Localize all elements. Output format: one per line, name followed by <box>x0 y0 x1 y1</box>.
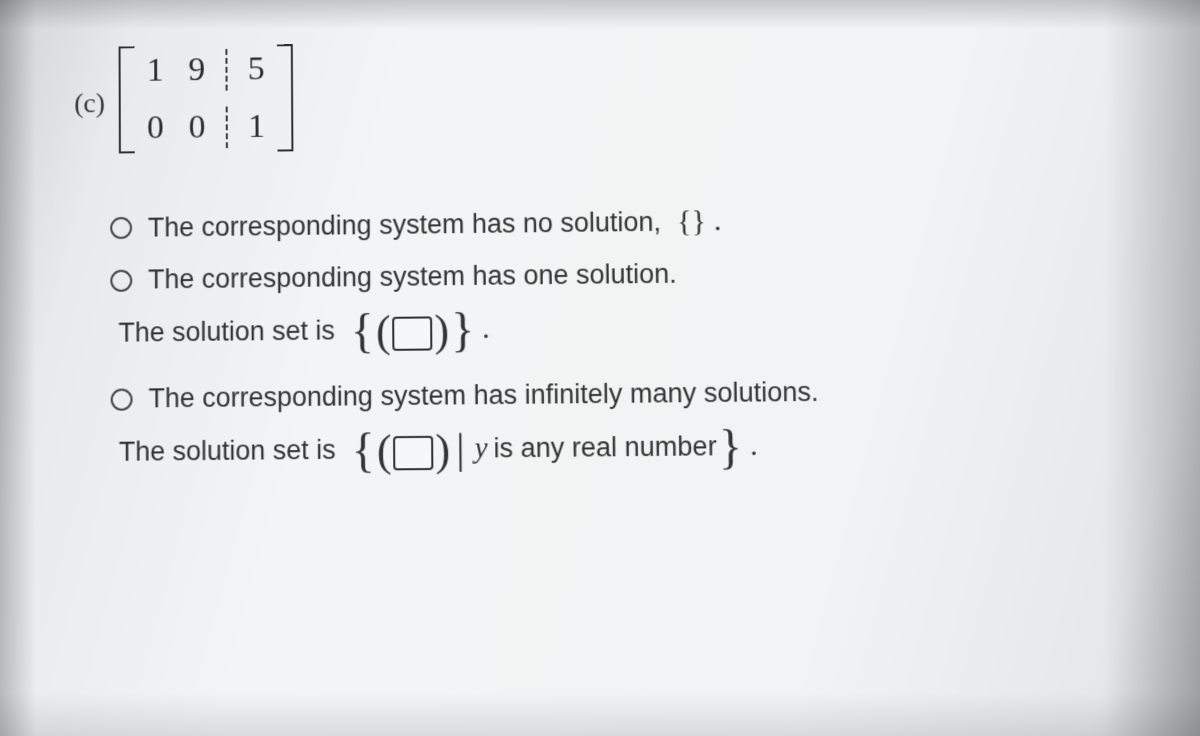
option-one-solution[interactable]: The corresponding system has one solutio… <box>110 253 1145 295</box>
matrix-row-2: 0 0 1 <box>135 108 278 148</box>
brace-open-icon: { <box>351 318 374 347</box>
option-infinite-solutions[interactable]: The corresponding system has infinitely … <box>111 373 1148 414</box>
solution-set-label: The solution set is <box>119 434 336 467</box>
option-text: The corresponding system has infinitely … <box>148 377 818 415</box>
paren-close-icon: ) <box>434 318 449 345</box>
radio-icon[interactable] <box>111 388 133 410</box>
brace-open-icon: { <box>352 437 375 466</box>
radio-icon[interactable] <box>110 269 132 291</box>
augmented-matrix: 1 9 5 0 0 1 <box>119 44 294 153</box>
empty-set-symbol: {} <box>677 204 706 238</box>
option-text: The corresponding system has no solution… <box>148 206 661 243</box>
paren-close-icon: ) <box>435 437 450 464</box>
matrix-cell: 1 <box>134 52 176 90</box>
matrix-cell: 1 <box>236 108 278 146</box>
answer-input-box[interactable] <box>392 316 432 350</box>
solution-set-label: The solution set is <box>118 315 335 348</box>
answer-input-box[interactable] <box>393 436 433 471</box>
infinite-solution-set-line: The solution set is { ( ) | y is any rea… <box>119 425 1149 469</box>
paren-open-icon: ( <box>377 438 392 465</box>
solution-set-expr: { ( ) } . <box>351 312 490 348</box>
period: . <box>714 204 722 238</box>
period: . <box>750 429 758 463</box>
problem-part-row: (c) 1 9 5 0 0 1 <box>74 33 1142 154</box>
options-group: The corresponding system has no solution… <box>110 199 1148 469</box>
paren-open-icon: ( <box>376 319 391 346</box>
solution-set-expr: { ( ) | y is any real number } . <box>352 429 758 467</box>
matrix-cell: 5 <box>235 50 277 88</box>
variable-y: y <box>470 432 491 465</box>
augment-divider <box>225 49 227 91</box>
option-no-solution[interactable]: The corresponding system has no solution… <box>110 199 1144 245</box>
matrix-cell: 0 <box>135 109 177 147</box>
one-solution-set-line: The solution set is { ( ) } . <box>118 305 1146 350</box>
period: . <box>482 312 490 346</box>
part-label: (c) <box>74 88 105 120</box>
option-text: The corresponding system has one solutio… <box>148 259 677 296</box>
matrix-cell: 0 <box>176 109 218 147</box>
condition-text: is any real number <box>493 431 716 464</box>
matrix-row-1: 1 9 5 <box>134 50 277 90</box>
such-that-bar-icon: | <box>456 438 465 463</box>
matrix-cell: 9 <box>176 51 218 89</box>
brace-close-icon: } <box>451 317 474 346</box>
augment-divider <box>226 106 228 148</box>
empty-set: {}. <box>677 204 722 239</box>
brace-close-icon: } <box>719 434 743 463</box>
radio-icon[interactable] <box>110 217 132 239</box>
